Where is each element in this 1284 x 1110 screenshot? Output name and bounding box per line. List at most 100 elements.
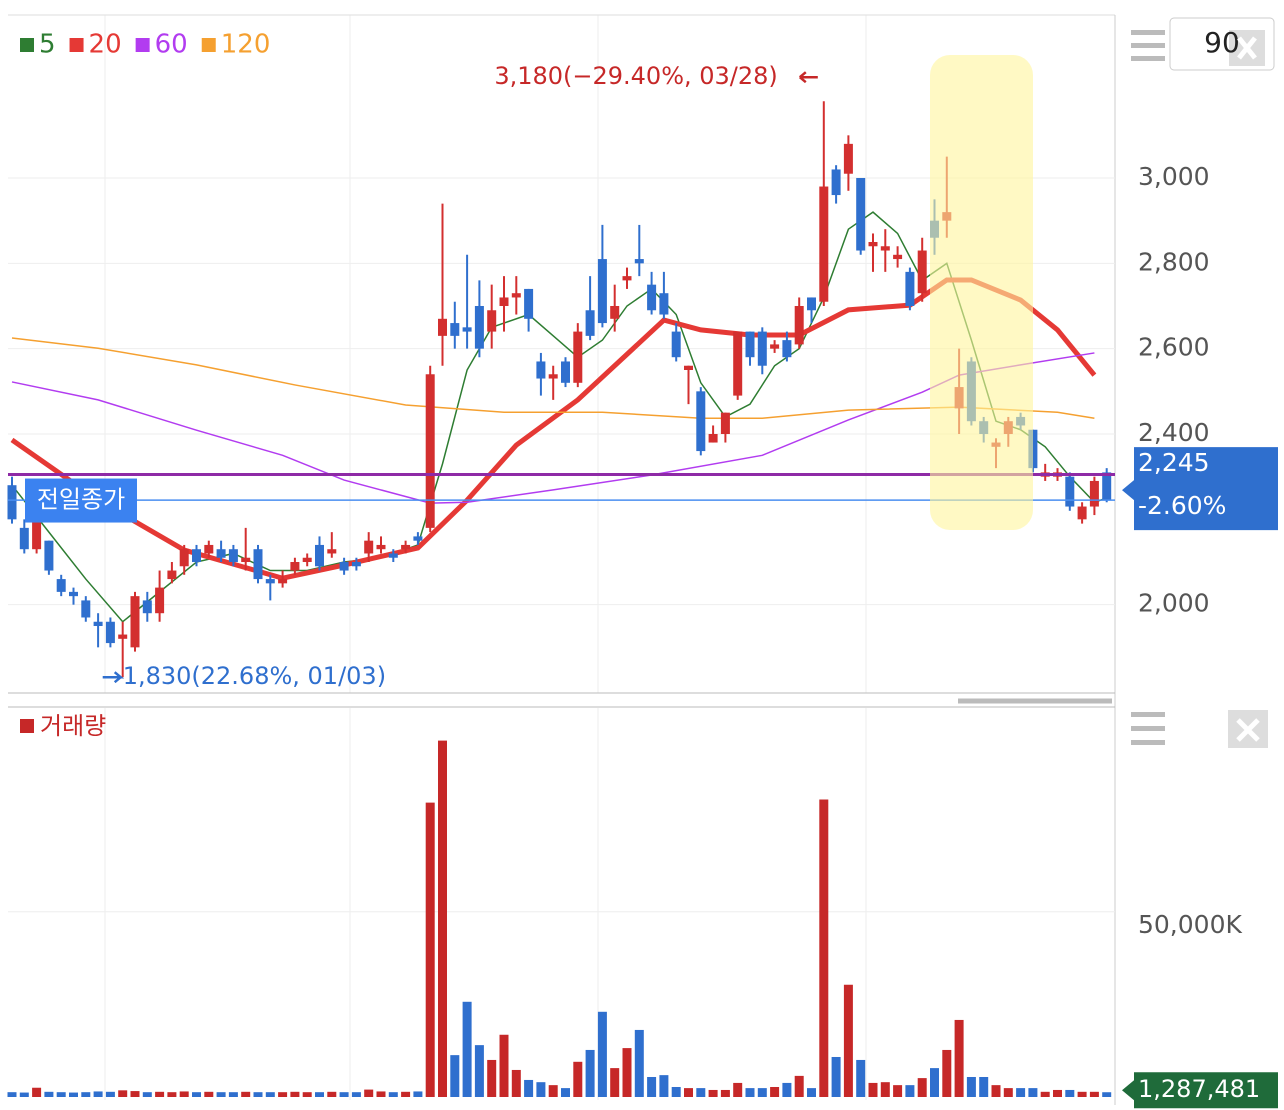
volume-bar bbox=[105, 1091, 115, 1097]
candle-body bbox=[364, 540, 374, 554]
volume-bar bbox=[302, 1092, 312, 1097]
legend-label: 거래량 bbox=[40, 712, 106, 740]
candle-body bbox=[622, 276, 632, 281]
volume-bar bbox=[524, 1079, 534, 1097]
volume-bar bbox=[917, 1078, 927, 1097]
candle-body bbox=[179, 549, 189, 567]
highlight bbox=[930, 55, 1033, 530]
legend-swatch bbox=[20, 38, 34, 52]
prev-close-badge bbox=[25, 478, 137, 523]
volume-bar bbox=[757, 1088, 767, 1097]
candle-body bbox=[204, 544, 214, 554]
candle-body bbox=[1102, 472, 1112, 501]
volume-bar bbox=[1040, 1091, 1050, 1097]
candle-body bbox=[1089, 480, 1099, 507]
icon-bar bbox=[1131, 43, 1165, 48]
volume-bar bbox=[118, 1090, 128, 1097]
candle-body bbox=[880, 246, 890, 251]
candle-body bbox=[917, 250, 927, 294]
volume-bar bbox=[474, 1045, 484, 1097]
volume-bar bbox=[720, 1089, 730, 1097]
volume-bar bbox=[487, 1059, 497, 1097]
candle-body bbox=[905, 271, 915, 306]
volume-bar bbox=[1028, 1088, 1038, 1097]
volume-bar bbox=[179, 1091, 189, 1097]
candle-body bbox=[499, 297, 509, 306]
y-tick-label: 2,400 bbox=[1138, 418, 1210, 447]
candle-body bbox=[401, 544, 411, 550]
volume-bar bbox=[216, 1092, 226, 1097]
candle-body bbox=[720, 412, 730, 435]
legend-swatch bbox=[201, 38, 216, 52]
current-change: -2.60% bbox=[1138, 491, 1226, 520]
volume-bar bbox=[770, 1086, 780, 1097]
volume-bar bbox=[708, 1089, 718, 1097]
volume-bar bbox=[782, 1082, 792, 1097]
volume-bar bbox=[462, 1001, 472, 1097]
icon-bar bbox=[1131, 30, 1165, 35]
volume-bar bbox=[81, 1092, 91, 1097]
volume-bar bbox=[1102, 1092, 1112, 1097]
candle-body bbox=[241, 557, 251, 563]
volume-bar bbox=[7, 1092, 17, 1097]
candle-body bbox=[757, 331, 767, 366]
volume-bar bbox=[671, 1086, 681, 1097]
candle-body bbox=[315, 544, 324, 567]
candle-body bbox=[893, 254, 903, 260]
candle-body bbox=[573, 331, 583, 383]
volume-bar bbox=[413, 1091, 423, 1097]
volume-bar bbox=[647, 1076, 657, 1097]
candle-body bbox=[634, 259, 644, 264]
menu-icon[interactable] bbox=[1131, 30, 1165, 61]
candle-body bbox=[327, 549, 337, 554]
icon-bar bbox=[1131, 56, 1165, 61]
volume-bar bbox=[597, 1011, 607, 1097]
volume-bar bbox=[573, 1061, 583, 1097]
candle-body bbox=[290, 562, 300, 571]
candle-body bbox=[265, 579, 275, 584]
icon-bar bbox=[1131, 712, 1165, 717]
volume-bar bbox=[856, 1059, 866, 1097]
candle-body bbox=[770, 344, 780, 349]
legend-label: 120 bbox=[221, 30, 271, 60]
volume-bar bbox=[69, 1092, 78, 1097]
volume-bar bbox=[561, 1088, 570, 1097]
volume-bar bbox=[1065, 1089, 1075, 1097]
candle-body bbox=[524, 288, 534, 319]
volume-bar bbox=[241, 1091, 251, 1097]
candle-body bbox=[56, 579, 66, 592]
volume-bar bbox=[991, 1085, 1001, 1097]
volume-bar bbox=[351, 1092, 361, 1097]
volume-bar bbox=[745, 1088, 755, 1097]
volume-bar bbox=[499, 1034, 509, 1097]
candle-body bbox=[794, 305, 804, 345]
candle-body bbox=[44, 540, 54, 571]
candle-body bbox=[868, 241, 878, 247]
volume-bar bbox=[253, 1092, 263, 1097]
annotation-arrow bbox=[798, 71, 818, 84]
candle-body bbox=[450, 323, 460, 336]
volume-bar bbox=[942, 1049, 952, 1097]
volume-bar bbox=[228, 1092, 238, 1097]
candle-body bbox=[474, 305, 484, 349]
volume-bar bbox=[142, 1092, 152, 1097]
candle-body bbox=[1077, 506, 1087, 520]
menu-icon[interactable] bbox=[1131, 712, 1165, 745]
volume-badge bbox=[1122, 1072, 1278, 1109]
volume-bar bbox=[843, 984, 853, 1097]
candle-body bbox=[671, 331, 681, 358]
volume-bar bbox=[364, 1089, 374, 1097]
candle-body bbox=[105, 621, 115, 644]
volume-bar bbox=[167, 1092, 177, 1097]
icon-bar bbox=[1131, 726, 1165, 731]
candle-body bbox=[278, 579, 288, 584]
legend-swatch bbox=[135, 38, 150, 52]
volume-bar bbox=[130, 1091, 140, 1097]
volume-bar bbox=[290, 1091, 300, 1097]
volume-bar bbox=[339, 1092, 349, 1097]
candle-body bbox=[351, 562, 361, 567]
current-price: 2,245 bbox=[1138, 448, 1210, 477]
legend-label: 60 bbox=[155, 30, 188, 60]
candle-body bbox=[93, 621, 103, 627]
